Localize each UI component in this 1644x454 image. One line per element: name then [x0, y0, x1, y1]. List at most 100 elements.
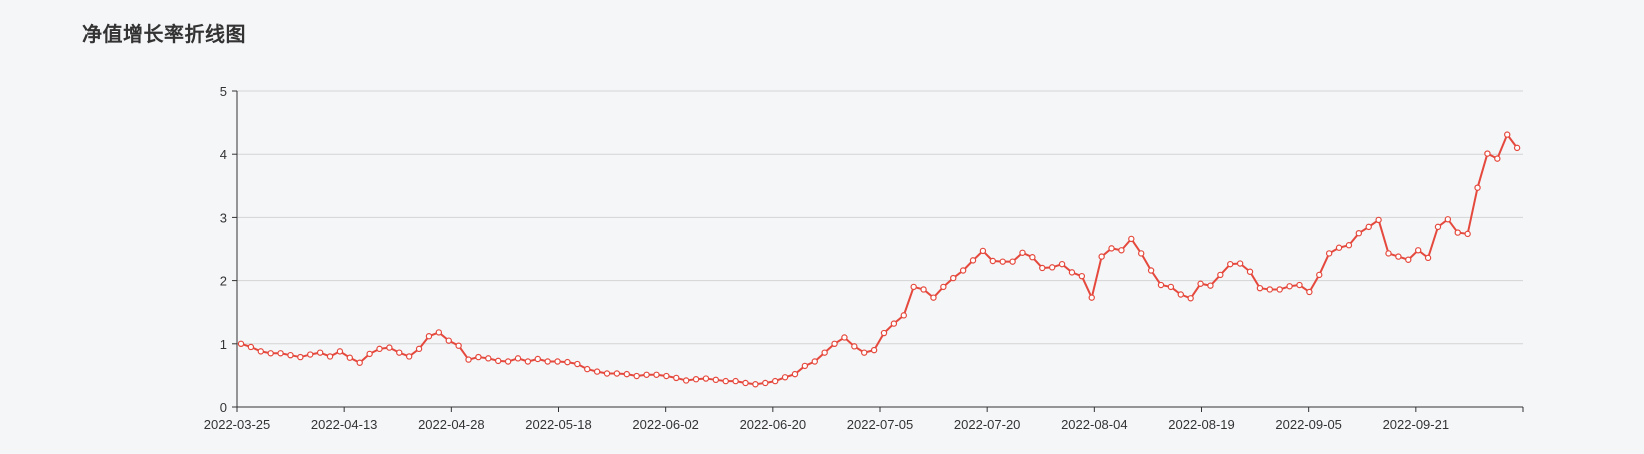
data-point[interactable] [1365, 223, 1372, 231]
data-point[interactable] [900, 312, 907, 319]
data-point[interactable] [1088, 294, 1095, 301]
data-point[interactable] [455, 342, 462, 349]
data-point[interactable] [1474, 184, 1481, 191]
data-point[interactable] [1276, 286, 1283, 293]
data-point[interactable] [475, 353, 482, 361]
data-point[interactable] [1118, 247, 1125, 254]
data-point[interactable] [247, 343, 255, 351]
data-point[interactable] [811, 358, 818, 365]
data-point[interactable] [762, 379, 769, 387]
data-point[interactable] [297, 353, 304, 361]
data-point[interactable] [742, 379, 749, 387]
data-point[interactable] [821, 349, 828, 356]
data-point[interactable] [544, 358, 551, 365]
data-point[interactable] [534, 355, 541, 363]
data-point[interactable] [623, 370, 631, 378]
data-point[interactable] [861, 349, 868, 356]
data-point[interactable] [277, 350, 284, 357]
data-point[interactable] [1167, 283, 1175, 291]
data-point[interactable] [237, 340, 245, 347]
data-point[interactable] [465, 356, 472, 363]
data-point[interactable] [920, 286, 927, 293]
data-point[interactable] [692, 375, 700, 383]
data-point[interactable] [1385, 250, 1392, 257]
data-point[interactable] [1227, 260, 1234, 268]
data-point[interactable] [643, 371, 650, 378]
data-point[interactable] [959, 267, 967, 274]
data-point[interactable] [979, 247, 987, 255]
data-point[interactable] [653, 371, 660, 378]
data-point[interactable] [425, 333, 433, 340]
data-point[interactable] [1058, 260, 1066, 268]
data-point[interactable] [504, 358, 512, 365]
data-point[interactable] [1039, 264, 1046, 272]
data-point[interactable] [1434, 223, 1442, 231]
data-point[interactable] [356, 359, 363, 366]
data-point[interactable] [890, 320, 898, 327]
data-point[interactable] [1207, 282, 1214, 289]
data-point[interactable] [950, 274, 957, 282]
data-point[interactable] [880, 329, 888, 337]
data-point[interactable] [1306, 288, 1313, 296]
data-point[interactable] [841, 334, 848, 341]
data-point[interactable] [851, 343, 858, 350]
data-point[interactable] [1187, 295, 1194, 302]
data-point[interactable] [366, 350, 373, 358]
data-point[interactable] [1504, 131, 1511, 138]
data-point[interactable] [1009, 258, 1016, 265]
data-point[interactable] [257, 348, 264, 355]
data-point[interactable] [267, 350, 274, 357]
data-point[interactable] [732, 377, 739, 385]
data-point[interactable] [613, 370, 621, 377]
data-point[interactable] [663, 372, 670, 380]
data-point[interactable] [1048, 264, 1056, 271]
data-point[interactable] [781, 374, 789, 381]
data-point[interactable] [1414, 247, 1422, 254]
data-point[interactable] [435, 329, 443, 336]
data-point[interactable] [1335, 244, 1343, 251]
data-point[interactable] [1246, 268, 1254, 275]
data-point[interactable] [1137, 250, 1145, 257]
data-point[interactable] [495, 357, 502, 365]
data-point[interactable] [1098, 253, 1105, 260]
data-point[interactable] [336, 348, 344, 355]
data-point[interactable] [712, 376, 720, 384]
data-point[interactable] [307, 351, 314, 358]
data-point[interactable] [1286, 283, 1293, 290]
data-point[interactable] [702, 375, 710, 382]
data-point[interactable] [554, 358, 561, 365]
data-point[interactable] [1236, 260, 1244, 267]
data-point[interactable] [396, 349, 403, 356]
data-point[interactable] [989, 257, 997, 265]
data-point[interactable] [1296, 281, 1303, 289]
data-point[interactable] [1325, 250, 1333, 257]
data-point[interactable] [1217, 271, 1224, 279]
data-point[interactable] [1256, 284, 1264, 292]
data-point[interactable] [1375, 216, 1382, 224]
data-point[interactable] [1197, 280, 1204, 287]
data-point[interactable] [445, 337, 452, 344]
data-point[interactable] [584, 365, 591, 373]
data-point[interactable] [1484, 150, 1491, 157]
data-point[interactable] [405, 353, 413, 360]
data-point[interactable] [1108, 245, 1115, 252]
data-point[interactable] [722, 377, 729, 385]
data-point[interactable] [514, 355, 522, 362]
data-point[interactable] [1147, 267, 1155, 274]
data-point[interactable] [1494, 155, 1501, 162]
data-point[interactable] [1019, 249, 1026, 256]
data-point[interactable] [1395, 253, 1402, 260]
data-point[interactable] [1444, 216, 1452, 223]
data-point[interactable] [346, 354, 354, 361]
data-point[interactable] [593, 368, 601, 375]
data-point[interactable] [1405, 256, 1412, 263]
data-point[interactable] [771, 377, 779, 385]
data-point[interactable] [1464, 230, 1471, 238]
data-point[interactable] [1316, 271, 1323, 279]
data-point[interactable] [485, 355, 492, 362]
data-point[interactable] [682, 377, 690, 384]
data-point[interactable] [633, 372, 640, 380]
data-point[interactable] [386, 344, 393, 351]
data-point[interactable] [326, 353, 334, 360]
data-point[interactable] [910, 283, 917, 291]
